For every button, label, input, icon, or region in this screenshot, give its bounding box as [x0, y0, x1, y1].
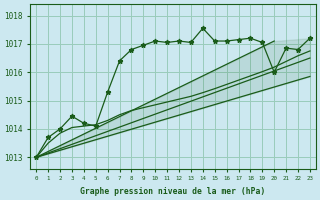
X-axis label: Graphe pression niveau de la mer (hPa): Graphe pression niveau de la mer (hPa) — [80, 187, 266, 196]
